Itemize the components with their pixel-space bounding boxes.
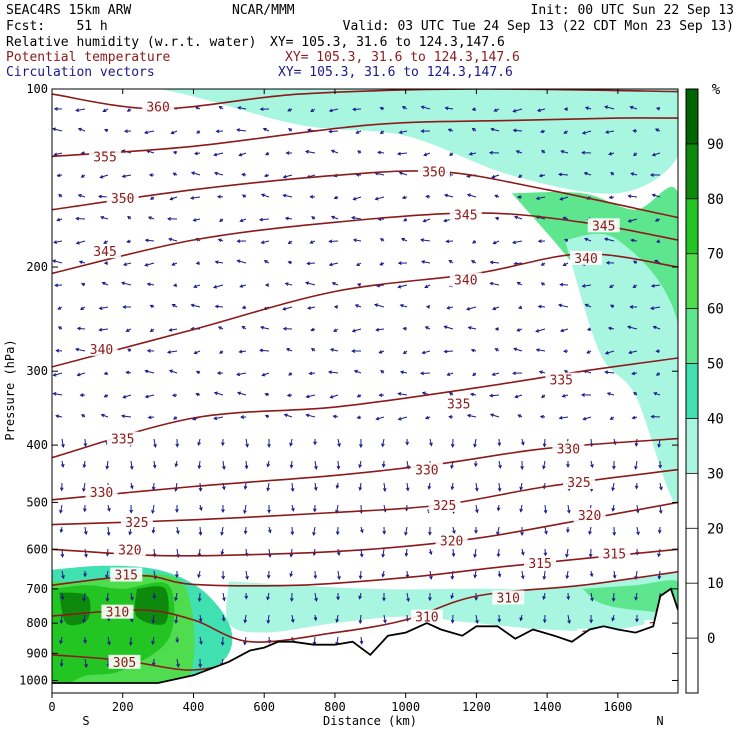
rh-area xyxy=(135,586,169,625)
isentrope-label: 360 xyxy=(146,100,169,115)
colorbar-label: 90 xyxy=(707,137,724,153)
isentrope-label: 350 xyxy=(111,192,134,207)
header: SEAC4RS 15km ARW NCAR/MMM Init: 00 UTC S… xyxy=(6,3,734,80)
y-tick-label: 1000 xyxy=(19,673,48,687)
isentrope-label: 315 xyxy=(115,569,138,584)
colorbar-label: 10 xyxy=(707,576,724,592)
model-title: SEAC4RS 15km ARW xyxy=(6,3,131,18)
y-tick-label: 600 xyxy=(26,542,48,556)
x-tick-label: 1200 xyxy=(462,700,491,714)
field-xy-rh: XY= 105.3, 31.6 to 124.3,147.6 xyxy=(270,35,505,50)
field-xy-theta: XY= 105.3, 31.6 to 124.3,147.6 xyxy=(285,50,520,65)
x-tick-label: 800 xyxy=(324,700,346,714)
init-label: Init: 00 UTC Sun 22 Sep 13 xyxy=(531,3,735,18)
colorbar-label: 40 xyxy=(707,411,724,427)
field-xy-vectors: XY= 105.3, 31.6 to 124.3,147.6 xyxy=(278,65,513,80)
south-label: S xyxy=(82,714,89,728)
isentrope-label: 330 xyxy=(415,464,438,479)
y-tick-label: 100 xyxy=(26,82,48,96)
north-label: N xyxy=(656,714,663,728)
x-tick-label: 0 xyxy=(48,700,55,714)
colorbar-label: 70 xyxy=(707,247,724,263)
colorbar-swatch xyxy=(686,638,698,693)
isentrope-label: 335 xyxy=(111,433,134,448)
colorbar-label: 80 xyxy=(707,192,724,208)
isentrope-label: 310 xyxy=(106,606,129,621)
isentrope-label: 340 xyxy=(454,274,477,289)
isentrope-label: 325 xyxy=(125,516,148,531)
isentrope-label: 315 xyxy=(603,547,626,562)
x-tick-label: 1000 xyxy=(391,700,420,714)
x-tick-label: 400 xyxy=(183,700,205,714)
colorbar-swatch xyxy=(686,583,698,638)
colorbar-unit: % xyxy=(712,82,721,98)
isentrope-label: 335 xyxy=(447,397,470,412)
isentrope-label: 340 xyxy=(90,343,113,358)
field-name-theta: Potential temperature xyxy=(6,50,171,65)
isentrope-label: 330 xyxy=(557,442,580,457)
y-tick-label: 200 xyxy=(26,260,48,274)
plot-area: 360 355 350 350 345 345 345 340 340 340 335 335 335 3… xyxy=(44,84,727,693)
colorbar-swatch xyxy=(686,473,698,528)
x-tick-label: 1400 xyxy=(533,700,562,714)
isentrope-label: 350 xyxy=(422,166,445,181)
x-tick-label: 200 xyxy=(112,700,134,714)
isentrope-label: 345 xyxy=(592,219,615,234)
colorbar-swatch xyxy=(686,528,698,583)
field-name-vectors: Circulation vectors xyxy=(6,65,155,80)
colorbar-label: 0 xyxy=(707,631,715,647)
colorbar-swatch xyxy=(686,309,698,364)
isentrope-label: 345 xyxy=(454,209,477,224)
y-tick-label: 800 xyxy=(26,616,48,630)
colorbar-swatch xyxy=(686,254,698,309)
colorbar-label: 60 xyxy=(707,302,724,318)
colorbar-label: 50 xyxy=(707,357,724,373)
fcst-label: Fcst: 51 h xyxy=(6,19,108,34)
isentrope-label: 320 xyxy=(118,543,141,558)
y-tick-label: 900 xyxy=(26,646,48,660)
colorbar-swatch xyxy=(686,144,698,199)
isentrope-label: 325 xyxy=(567,476,590,491)
x-axis-title: Distance (km) xyxy=(323,714,417,728)
isentrope-label: 330 xyxy=(90,486,113,501)
isentrope-label: 355 xyxy=(93,150,116,165)
colorbar-swatch xyxy=(686,418,698,473)
colorbar-label: 20 xyxy=(707,521,724,537)
colorbar-swatch xyxy=(686,199,698,254)
field-name-rh: Relative humidity (w.r.t. water) xyxy=(6,35,256,50)
isentrope-label: 325 xyxy=(433,499,456,514)
isentrope-label: 320 xyxy=(440,535,463,550)
isentrope-label: 305 xyxy=(113,656,136,671)
y-tick-label: 400 xyxy=(26,438,48,452)
y-axis-title: Pressure (hPa) xyxy=(3,339,17,440)
colorbar-label: 30 xyxy=(707,466,724,482)
org-label: NCAR/MMM xyxy=(232,3,295,18)
y-tick-label: 700 xyxy=(26,582,48,596)
colorbar-swatch xyxy=(686,364,698,419)
colorbar-swatch xyxy=(686,89,698,144)
x-tick-label: 600 xyxy=(253,700,275,714)
isentrope-label: 345 xyxy=(93,245,116,260)
isentrope-label: 315 xyxy=(528,557,551,572)
isentrope-label: 310 xyxy=(496,592,519,607)
y-tick-label: 300 xyxy=(26,364,48,378)
colorbar: 90 80 70 60 50 40 30 20 10 0 xyxy=(686,89,724,693)
x-tick-label: 1600 xyxy=(603,700,632,714)
isentrope-label: 335 xyxy=(550,374,573,389)
isentrope-label: 320 xyxy=(578,509,601,524)
isentrope-label: 340 xyxy=(574,252,597,267)
y-tick-label: 500 xyxy=(26,495,48,509)
valid-label: Valid: 03 UTC Tue 24 Sep 13 (22 CDT Mon … xyxy=(343,19,734,34)
